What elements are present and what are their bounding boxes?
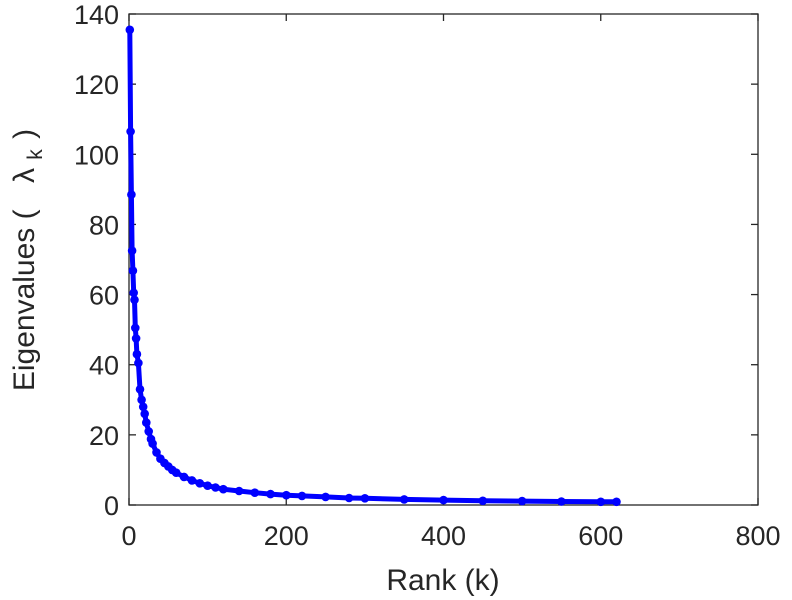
data-point: [148, 439, 157, 448]
data-point: [360, 494, 370, 503]
data-point: [596, 497, 606, 507]
x-tick-label: 400: [421, 521, 466, 551]
data-point: [127, 246, 137, 255]
data-point: [144, 427, 153, 436]
series-markers: [125, 25, 621, 507]
tick-labels: 0 200 400 600 800 0 20 40 60 80 100 120 140: [74, 0, 781, 551]
x-tick-label: 0: [121, 521, 136, 551]
data-point: [135, 385, 145, 394]
x-tick-label: 800: [735, 521, 780, 551]
plot-frame: [128, 13, 759, 506]
data-point: [557, 497, 566, 506]
data-point: [130, 295, 139, 305]
data-point: [142, 418, 151, 427]
data-point: [439, 495, 448, 505]
data-point: [195, 479, 205, 488]
data-point: [517, 496, 527, 506]
data-point: [344, 493, 354, 503]
y-axis-label: Eigenvalues ( λ k ): [8, 129, 49, 391]
data-point: [152, 448, 161, 457]
data-point: [399, 495, 409, 504]
data-point: [125, 25, 135, 35]
y-tick-label: 20: [89, 421, 119, 451]
y-axis-label-main: Eigenvalues (: [8, 209, 41, 391]
y-axis-label-subscript: k: [24, 149, 47, 160]
data-point: [129, 288, 138, 298]
data-point: [131, 334, 141, 343]
y-axis-label-lambda: λ: [8, 168, 41, 183]
data-point: [478, 496, 488, 506]
y-tick-label: 120: [74, 70, 119, 100]
data-point: [171, 468, 181, 478]
data-point: [179, 472, 189, 482]
data-point: [187, 476, 197, 485]
x-tick-label: 600: [578, 521, 623, 551]
data-point: [219, 484, 228, 494]
y-tick-label: 80: [89, 210, 119, 240]
y-tick-label: 60: [89, 281, 119, 311]
data-point: [138, 402, 148, 412]
data-point: [137, 395, 146, 405]
data-point: [282, 490, 291, 500]
data-point: [297, 491, 307, 501]
data-point: [126, 127, 135, 136]
y-tick-label: 0: [104, 491, 119, 521]
data-point: [234, 486, 244, 496]
data-point: [128, 266, 138, 276]
axis-ticks: [128, 13, 759, 506]
series-line: [127, 27, 619, 505]
y-tick-label: 140: [74, 0, 119, 30]
data-point: [250, 488, 260, 498]
y-tick-label: 100: [74, 140, 119, 170]
data-point: [211, 483, 220, 492]
data-point: [134, 358, 143, 368]
y-tick-label: 40: [89, 351, 119, 381]
data-point: [140, 409, 149, 419]
y-axis-label-close: ): [8, 129, 41, 139]
data-point: [132, 349, 142, 359]
x-axis-label: Rank (k): [386, 564, 499, 597]
x-tick-label: 200: [264, 521, 309, 551]
data-point: [203, 481, 212, 491]
data-point: [612, 497, 621, 507]
data-point: [266, 489, 275, 499]
data-point: [321, 492, 330, 502]
data-point: [131, 323, 140, 333]
data-point: [127, 190, 136, 199]
